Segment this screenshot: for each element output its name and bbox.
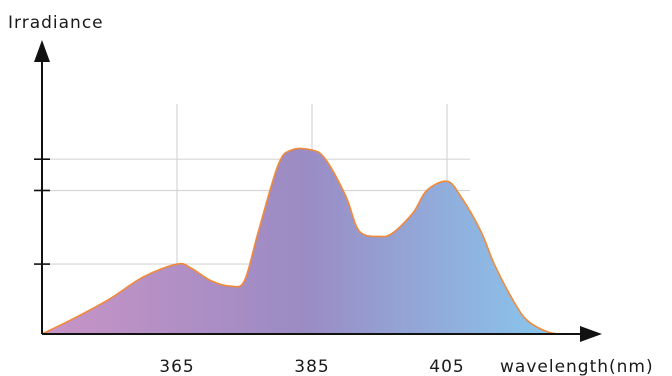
x-axis-label: wavelength(nm) <box>500 357 654 376</box>
x-tick-label: 365 <box>159 357 194 376</box>
irradiance-curve <box>41 147 562 335</box>
y-ticks <box>34 158 50 265</box>
x-tick-label: 385 <box>294 357 329 376</box>
axes <box>34 40 602 342</box>
y-axis-label: Irradiance <box>8 13 104 33</box>
x-axis-arrow-icon <box>580 326 602 342</box>
irradiance-area <box>42 148 562 334</box>
y-axis-arrow-icon <box>34 40 50 62</box>
x-tick-labels: 365 385 405 <box>159 357 464 376</box>
x-tick-label: 405 <box>429 357 464 376</box>
